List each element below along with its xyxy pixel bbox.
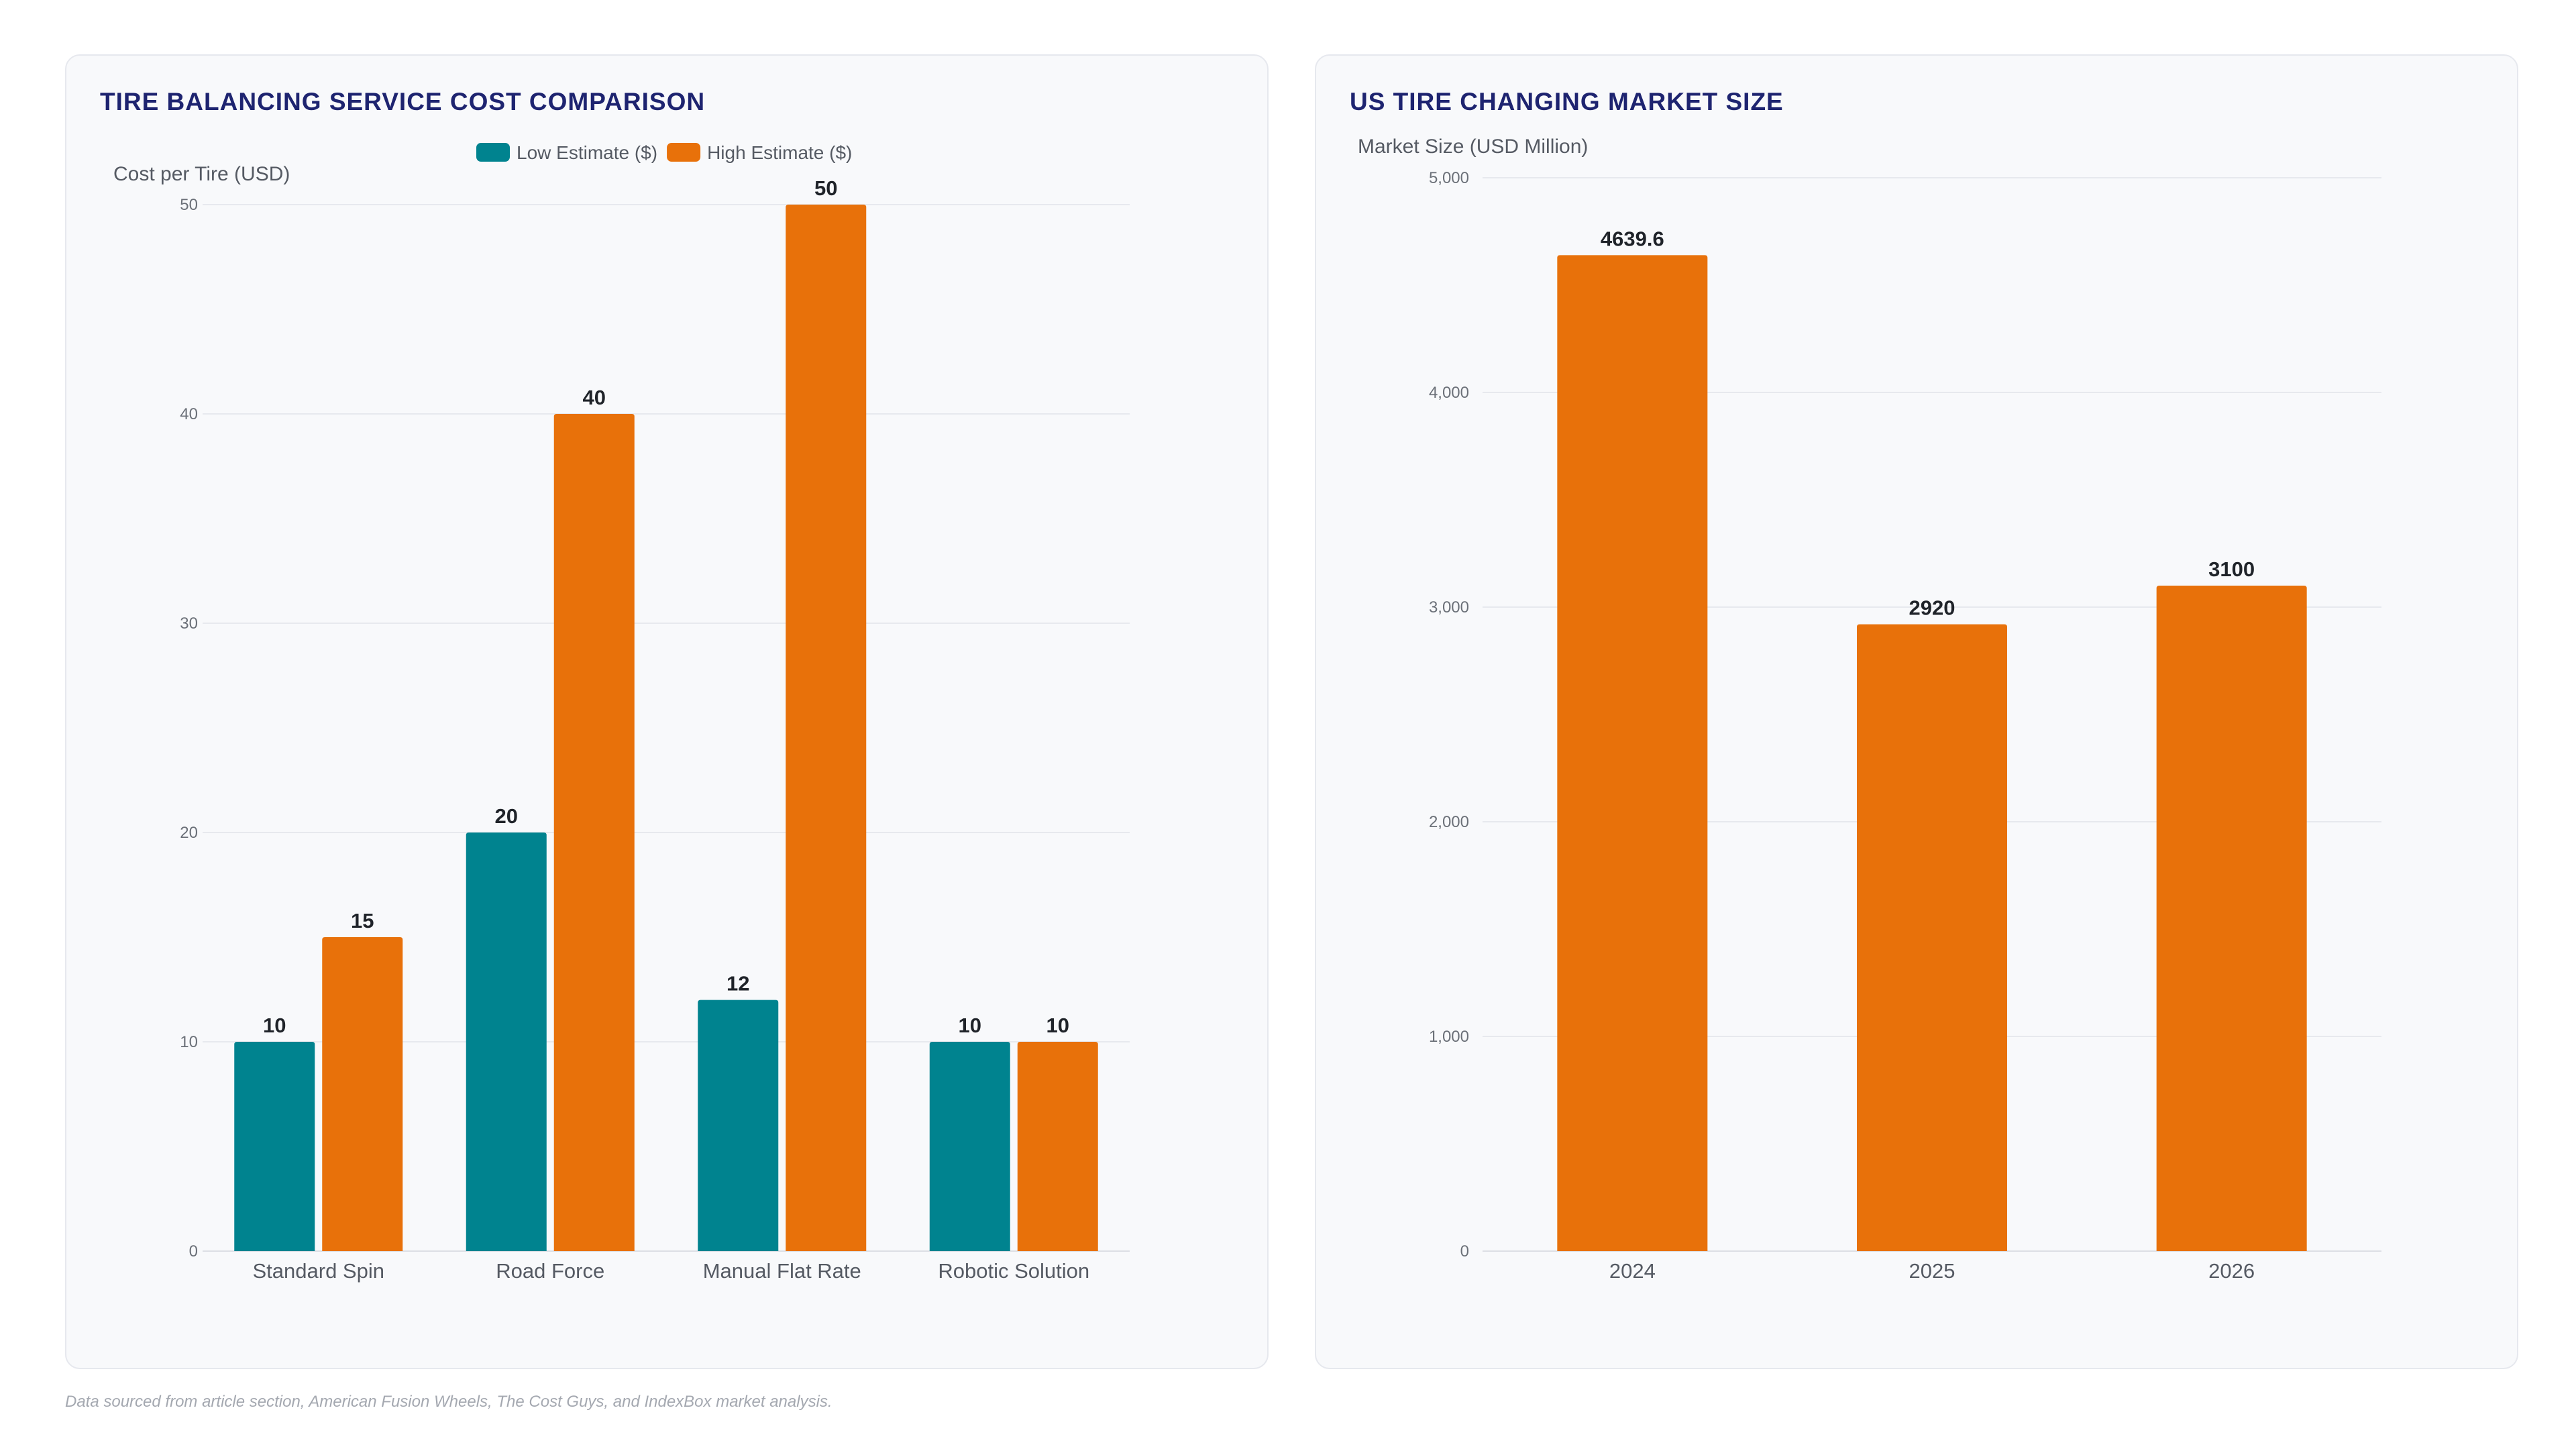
data-label: 50 [814,176,837,200]
bar [2156,586,2307,1251]
y-tick-label: 1,000 [1429,1028,1469,1046]
data-label: 10 [263,1014,286,1037]
x-category-label: 2025 [1909,1259,1955,1283]
y-tick-label: 4,000 [1429,384,1469,402]
data-label: 2920 [1909,596,1955,620]
bar [322,937,403,1251]
source-footnote: Data sourced from article section, Ameri… [65,1393,833,1411]
legend-swatch [476,143,510,162]
y-axis-title: Cost per Tire (USD) [113,163,290,185]
market-size-card: US TIRE CHANGING MARKET SIZE 0 1,000 2,000… [1315,54,2518,1369]
data-label: 40 [583,386,606,409]
bar [466,833,547,1251]
market-size-title: US TIRE CHANGING MARKET SIZE [1350,88,1784,115]
bar [698,1000,779,1251]
cost-comparison-title: TIRE BALANCING SERVICE COST COMPARISON [100,88,706,115]
data-label: 3100 [2208,557,2255,581]
cost-comparison-chart: 0 10 20 30 40 50 Cost per Tire (USD) 10 15 Standa… [113,142,1130,1283]
bar [1857,624,2007,1251]
y-tick-label: 50 [180,196,198,214]
cost-comparison-card: TIRE BALANCING SERVICE COST COMPARISON 0… [65,54,1269,1369]
bar [786,205,867,1251]
legend-label: High Estimate ($) [707,142,852,163]
x-category-label: Manual Flat Rate [703,1259,861,1283]
x-category-label: Standard Spin [253,1259,384,1283]
legend-label: Low Estimate ($) [517,142,657,163]
bar [234,1042,315,1251]
y-tick-label: 40 [180,405,198,423]
data-label: 12 [727,972,749,996]
data-label: 10 [1046,1014,1069,1037]
y-tick-label: 10 [180,1033,198,1051]
data-label: 15 [351,909,374,932]
x-category-label: Robotic Solution [938,1259,1089,1283]
bar [1017,1042,1098,1251]
y-tick-label: 20 [180,824,198,842]
y-tick-label: 5,000 [1429,169,1469,187]
y-tick-label: 3,000 [1429,598,1469,616]
data-label: 20 [495,804,518,828]
x-category-label: 2024 [1609,1259,1656,1283]
market-size-chart: 0 1,000 2,000 3,000 4,000 5,000 Market Size (U… [1358,136,2381,1283]
legend-swatch [667,143,701,162]
bar [929,1042,1010,1251]
y-axis-title: Market Size (USD Million) [1358,136,1588,158]
data-label: 4639.6 [1601,227,1664,250]
x-category-label: Road Force [496,1259,604,1283]
y-tick-label: 2,000 [1429,813,1469,831]
bar [553,414,635,1251]
x-category-label: 2026 [2208,1259,2255,1283]
y-tick-label: 30 [180,614,198,633]
y-tick-label: 0 [1460,1242,1469,1260]
y-tick-label: 0 [189,1242,198,1260]
bar [1557,255,1708,1251]
data-label: 10 [959,1014,981,1037]
